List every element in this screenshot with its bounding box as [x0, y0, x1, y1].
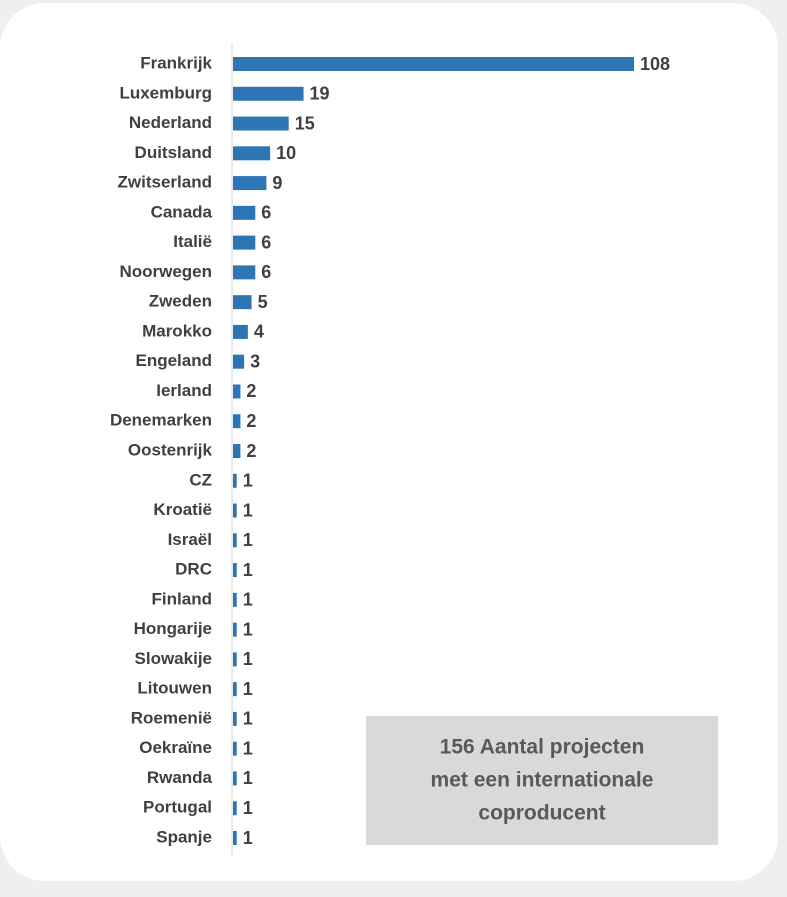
category-label: Zwitserland — [118, 173, 212, 192]
value-label: 1 — [243, 798, 253, 818]
category-label: Luxemburg — [119, 83, 212, 102]
value-label: 2 — [246, 411, 256, 431]
value-label: 5 — [258, 292, 268, 312]
value-label: 1 — [243, 738, 253, 758]
category-label: Marokko — [142, 321, 212, 340]
category-label: Nederland — [129, 113, 212, 132]
bar — [233, 235, 256, 250]
bar — [233, 265, 256, 280]
bar — [233, 622, 237, 637]
category-label: CZ — [189, 470, 212, 489]
value-label: 10 — [276, 143, 296, 163]
bar — [233, 146, 271, 161]
bar — [233, 295, 252, 310]
annotation-box — [366, 716, 718, 845]
bar — [233, 86, 304, 101]
value-label: 19 — [310, 84, 330, 104]
bar — [233, 57, 634, 71]
value-label: 2 — [246, 441, 256, 461]
bar — [233, 444, 241, 458]
value-label: 1 — [243, 560, 253, 580]
category-label: Oostenrijk — [128, 440, 213, 459]
value-label: 3 — [250, 351, 260, 371]
bar — [233, 682, 237, 697]
value-label: 6 — [261, 232, 271, 252]
value-label: 1 — [243, 471, 253, 491]
value-label: 1 — [243, 679, 253, 699]
category-label: Oekraïne — [139, 738, 212, 757]
bar — [233, 592, 237, 607]
bar — [233, 741, 237, 756]
value-label: 15 — [295, 113, 315, 133]
value-label: 6 — [261, 262, 271, 282]
bar — [233, 324, 248, 339]
bar — [233, 414, 241, 429]
value-label: 1 — [243, 828, 253, 848]
annotation-text: met een internationale — [431, 769, 654, 792]
category-label: Denemarken — [110, 411, 212, 430]
value-label: 1 — [243, 619, 253, 639]
category-label: Finland — [152, 589, 212, 608]
value-label: 1 — [243, 649, 253, 669]
card — [0, 3, 778, 881]
category-label: DRC — [175, 560, 212, 579]
bar — [233, 473, 237, 488]
category-label: Israël — [168, 530, 212, 549]
category-label: Italië — [173, 232, 212, 251]
value-label: 1 — [243, 530, 253, 550]
value-label: 1 — [243, 768, 253, 788]
bar — [233, 652, 237, 667]
bar — [233, 116, 289, 131]
category-label: Zweden — [149, 292, 212, 311]
value-label: 2 — [246, 381, 256, 401]
annotation-text: coproducent — [478, 802, 605, 825]
bar — [233, 503, 237, 518]
category-label: Roemenië — [131, 708, 212, 727]
bar — [233, 354, 245, 369]
bar — [233, 771, 237, 786]
bar — [233, 711, 237, 726]
category-label: Rwanda — [147, 768, 213, 787]
bar — [233, 533, 237, 548]
value-label: 6 — [261, 203, 271, 223]
bar — [233, 801, 237, 816]
category-label: Noorwegen — [119, 262, 212, 281]
value-label: 9 — [272, 173, 282, 193]
category-label: Spanje — [156, 827, 212, 846]
category-label: Canada — [151, 202, 213, 221]
category-label: Duitsland — [135, 143, 212, 162]
category-label: Kroatië — [153, 500, 212, 519]
category-label: Hongarije — [134, 619, 212, 638]
category-label: Slowakije — [135, 649, 212, 668]
bar — [233, 176, 267, 191]
bar — [233, 563, 237, 578]
category-label: Frankrijk — [140, 53, 212, 72]
value-label: 1 — [243, 500, 253, 520]
value-label: 4 — [254, 322, 264, 342]
bar — [233, 831, 237, 845]
category-label: Portugal — [143, 798, 212, 817]
bar — [233, 205, 256, 220]
category-label: Litouwen — [137, 679, 212, 698]
value-label: 1 — [243, 709, 253, 729]
value-label: 1 — [243, 590, 253, 610]
value-label: 108 — [640, 54, 670, 74]
bar — [233, 384, 241, 399]
annotation-text: 156 Aantal projecten — [440, 736, 645, 759]
category-label: Ierland — [156, 381, 212, 400]
category-label: Engeland — [135, 351, 212, 370]
